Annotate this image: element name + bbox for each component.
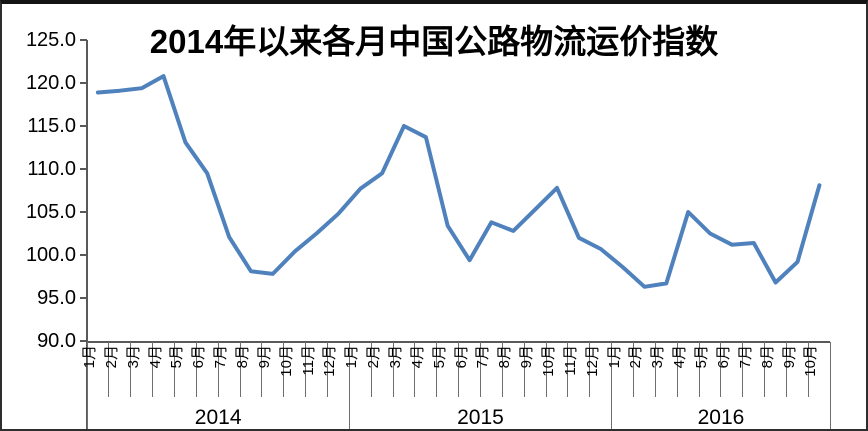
y-axis-tick [80,82,87,84]
month-separator [654,342,656,397]
x-axis-month-label: 2月 [102,345,120,369]
month-separator [130,342,132,397]
x-axis-month-label: 3月 [386,345,404,369]
x-axis-month-label: 6月 [714,345,732,369]
x-axis-month-label: 10月 [277,345,295,377]
x-axis-month-label: 7月 [474,345,492,369]
y-axis-label: 125.0 [25,29,76,51]
x-axis-month-label: 6月 [190,345,208,369]
month-separator [305,342,307,397]
month-separator [370,342,372,397]
month-separator [567,342,569,397]
x-axis-month-label: 8月 [758,345,776,369]
month-separator [326,342,328,397]
x-axis-month-label: 8月 [233,345,251,369]
month-separator [195,342,197,397]
x-axis-month-label: 12月 [583,345,601,377]
month-separator [108,342,110,397]
month-separator [589,342,591,397]
x-axis-month-label: 9月 [518,345,536,369]
y-axis-label: 95.0 [37,287,76,309]
x-axis-month-label: 11月 [561,345,579,376]
month-separator [239,342,241,397]
x-axis-month-label: 3月 [124,345,142,369]
freight-index-line [95,74,822,289]
x-axis-month-label: 3月 [649,345,667,369]
x-axis-month-label: 5月 [693,345,711,369]
x-axis-month-label: 5月 [168,345,186,369]
x-axis-month-label: 10月 [540,345,558,377]
x-axis-month-label: 2月 [627,345,645,369]
month-separator [720,342,722,397]
y-axis-tick [80,297,87,299]
x-axis-month-label: 4月 [671,345,689,369]
x-axis-month-label: 6月 [452,345,470,369]
y-axis-tick [80,211,87,213]
month-separator [152,342,154,397]
month-separator [742,342,744,397]
chart-title: 2014年以来各月中国公路物流运价指数 [149,23,719,60]
month-separator [786,342,788,397]
month-separator [458,342,460,397]
year-separator [86,342,88,429]
y-axis-label: 120.0 [25,72,76,94]
y-axis-label: 100.0 [25,244,76,266]
year-separator [348,342,350,429]
month-separator [283,342,285,397]
month-separator [480,342,481,397]
x-axis-month-label: 4月 [146,345,164,369]
y-axis-label: 105.0 [25,201,76,223]
x-axis-year-label: 2016 [697,406,745,429]
x-axis-month-label: 8月 [496,345,514,369]
x-axis-month-label: 1月 [343,345,361,369]
x-axis-month-label: 4月 [408,345,426,369]
x-axis-month-label: 11月 [299,345,317,376]
year-separator [829,342,831,429]
month-separator [523,342,525,397]
y-axis-label: 90.0 [37,330,76,352]
y-axis-tick [80,39,87,41]
month-separator [698,342,700,397]
x-axis-month-label: 10月 [802,345,820,377]
x-axis-month-label: 9月 [255,345,273,369]
y-axis-line [86,40,88,429]
month-separator [414,342,416,397]
x-axis-month-label: 1月 [605,345,623,369]
x-axis-month-label: 12月 [321,345,339,377]
x-axis-month-label: 1月 [80,345,98,369]
month-separator [764,342,766,397]
x-axis-month-label: 7月 [212,345,230,369]
x-axis-month-label: 7月 [736,345,754,369]
month-separator [436,342,438,397]
x-axis-year-label: 2014 [194,406,242,429]
y-axis-tick [80,168,87,170]
month-separator [545,342,547,397]
y-axis-tick [80,125,87,127]
y-axis-label: 110.0 [27,158,76,180]
month-separator [392,342,394,397]
x-axis-month-label: 9月 [780,345,798,369]
month-separator [633,342,635,397]
x-axis-line [87,341,831,343]
year-separator [611,342,613,429]
month-separator [501,342,503,397]
y-axis-tick [80,254,87,256]
month-separator [173,342,175,397]
month-separator [676,342,678,397]
y-axis-label: 115.0 [27,115,76,137]
x-axis-month-label: 2月 [365,345,383,369]
y-axis-tick [80,340,87,342]
month-separator [807,342,809,397]
month-separator [261,342,263,397]
x-axis-month-label: 5月 [430,345,448,369]
x-axis-year-label: 2015 [457,406,504,429]
month-separator [217,342,219,397]
